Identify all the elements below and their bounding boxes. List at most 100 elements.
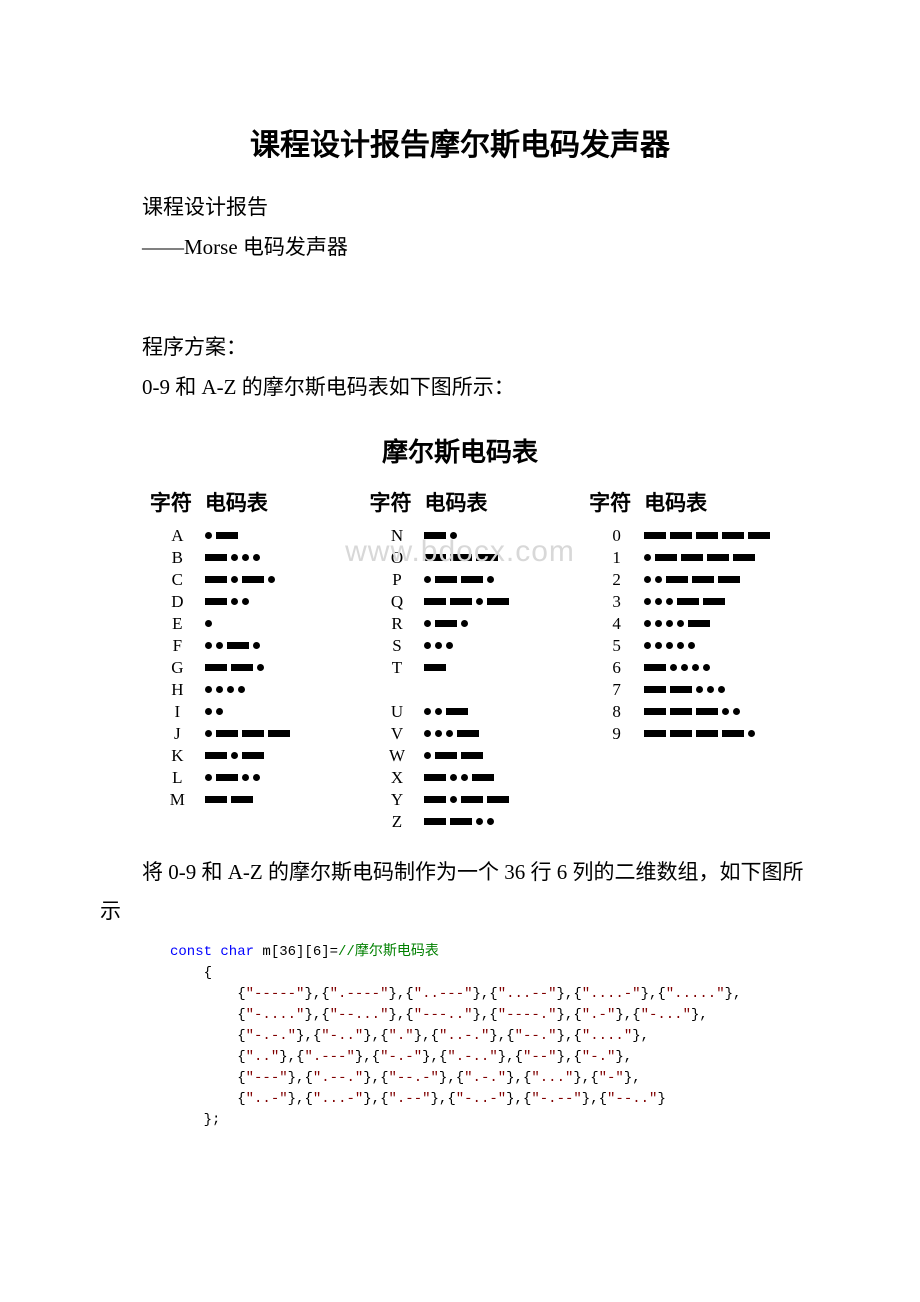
- dot-icon: [216, 642, 223, 649]
- morse-char: D: [150, 592, 205, 612]
- morse-code: [424, 620, 468, 627]
- dot-icon: [677, 620, 684, 627]
- dot-icon: [707, 686, 714, 693]
- dash-icon: [696, 708, 718, 715]
- spacer: [100, 268, 820, 328]
- header-char: 字符: [150, 487, 205, 517]
- morse-code: [424, 752, 483, 759]
- dash-icon: [655, 554, 677, 561]
- header-char: 字符: [369, 487, 424, 517]
- dot-icon: [253, 642, 260, 649]
- morse-char: 1: [589, 548, 644, 568]
- dot-icon: [216, 686, 223, 693]
- morse-char: O: [369, 548, 424, 568]
- morse-code: [424, 774, 494, 781]
- morse-row: 2: [589, 569, 770, 591]
- code-block: const char m[36][6]=//摩尔斯电码表 { {"-----"}…: [100, 932, 820, 1131]
- dot-icon: [461, 774, 468, 781]
- morse-char: 7: [589, 680, 644, 700]
- morse-table-title: 摩尔斯电码表: [100, 432, 820, 469]
- dot-icon: [424, 730, 431, 737]
- dot-icon: [238, 686, 245, 693]
- morse-row: S: [369, 635, 509, 657]
- dot-icon: [655, 598, 662, 605]
- morse-code: [424, 554, 498, 561]
- morse-char: W: [369, 746, 424, 766]
- morse-char: V: [369, 724, 424, 744]
- dot-icon: [253, 774, 260, 781]
- morse-char: G: [150, 658, 205, 678]
- dot-icon: [644, 576, 651, 583]
- morse-char: 5: [589, 636, 644, 656]
- dash-icon: [424, 554, 446, 561]
- morse-row: L: [150, 767, 290, 789]
- morse-column-1: 字符 电码表 ABCDEFGHIJKLM: [150, 487, 290, 833]
- morse-row: N: [369, 525, 509, 547]
- dot-icon: [242, 598, 249, 605]
- dot-icon: [227, 686, 234, 693]
- dash-icon: [231, 796, 253, 803]
- morse-row: 7: [589, 679, 770, 701]
- dot-icon: [733, 708, 740, 715]
- morse-code: [644, 620, 710, 627]
- morse-row: U: [369, 701, 509, 723]
- morse-row: [369, 679, 509, 701]
- dash-icon: [205, 598, 227, 605]
- morse-char: E: [150, 614, 205, 634]
- dot-icon: [205, 620, 212, 627]
- dot-icon: [242, 774, 249, 781]
- dot-icon: [677, 642, 684, 649]
- dash-icon: [205, 576, 227, 583]
- dot-icon: [424, 752, 431, 759]
- morse-code: [424, 796, 509, 803]
- dash-icon: [666, 576, 688, 583]
- morse-row: Y: [369, 789, 509, 811]
- dash-icon: [461, 752, 483, 759]
- dot-icon: [718, 686, 725, 693]
- dash-icon: [476, 554, 498, 561]
- morse-char: Z: [369, 812, 424, 832]
- column-header: 字符 电码表: [150, 487, 290, 517]
- dash-icon: [424, 818, 446, 825]
- dash-icon: [707, 554, 729, 561]
- dot-icon: [692, 664, 699, 671]
- dash-icon: [424, 774, 446, 781]
- dot-icon: [446, 730, 453, 737]
- code-keyword: const char: [170, 944, 254, 960]
- dash-icon: [688, 620, 710, 627]
- morse-code: [424, 642, 453, 649]
- morse-char: F: [150, 636, 205, 656]
- dot-icon: [476, 598, 483, 605]
- dot-icon: [205, 708, 212, 715]
- morse-char: 0: [589, 526, 644, 546]
- dot-icon: [688, 642, 695, 649]
- morse-row: P: [369, 569, 509, 591]
- header-char: 字符: [589, 487, 644, 517]
- morse-code: [205, 620, 212, 627]
- dot-icon: [666, 642, 673, 649]
- morse-row: D: [150, 591, 290, 613]
- header-code: 电码表: [424, 487, 487, 517]
- morse-code: [644, 686, 725, 693]
- morse-char: A: [150, 526, 205, 546]
- document-title: 课程设计报告摩尔斯电码发声器: [100, 120, 820, 164]
- morse-row: R: [369, 613, 509, 635]
- morse-char: K: [150, 746, 205, 766]
- morse-row: G: [150, 657, 290, 679]
- morse-char: 8: [589, 702, 644, 722]
- morse-char: R: [369, 614, 424, 634]
- dot-icon: [205, 686, 212, 693]
- morse-char: B: [150, 548, 205, 568]
- morse-row: X: [369, 767, 509, 789]
- rows-container-3: 0123456789: [589, 525, 770, 745]
- dot-icon: [205, 774, 212, 781]
- dot-icon: [253, 554, 260, 561]
- paragraph-2: ——Morse 电码发声器: [100, 228, 820, 268]
- morse-code: [205, 664, 264, 671]
- rows-container-1: ABCDEFGHIJKLM: [150, 525, 290, 811]
- dash-icon: [461, 576, 483, 583]
- morse-code: [205, 576, 275, 583]
- morse-char: U: [369, 702, 424, 722]
- dot-icon: [670, 664, 677, 671]
- dash-icon: [487, 598, 509, 605]
